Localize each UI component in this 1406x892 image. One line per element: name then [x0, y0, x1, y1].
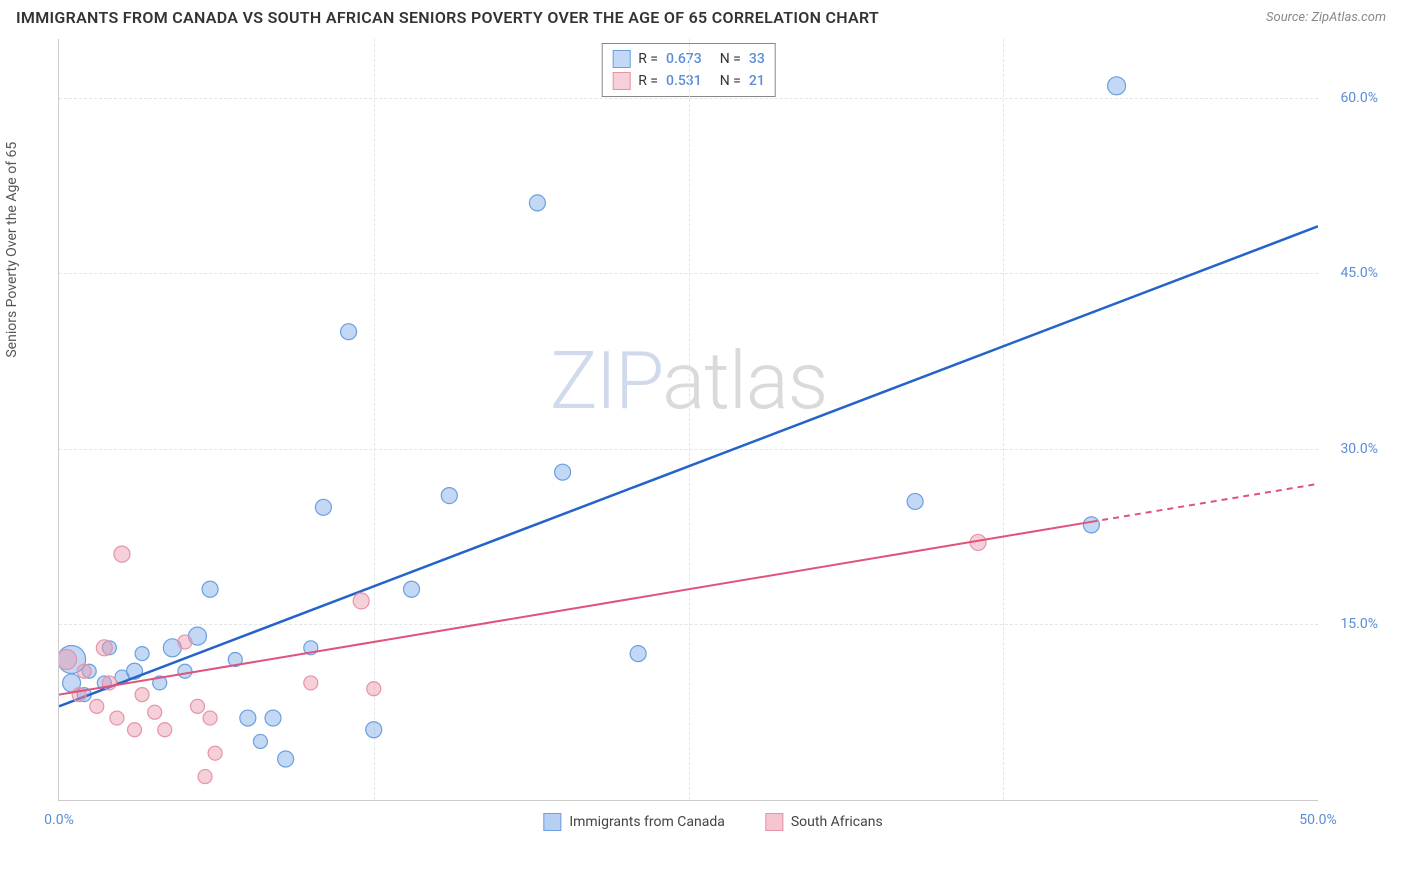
r-value-1: 0.673 — [666, 51, 702, 67]
data-point — [72, 688, 86, 702]
data-point — [115, 670, 129, 684]
data-point — [907, 493, 923, 509]
chart-header: IMMIGRANTS FROM CANADA VS SOUTH AFRICAN … — [0, 0, 1406, 31]
data-point — [77, 664, 91, 678]
data-point — [114, 546, 130, 562]
gridline-v — [689, 39, 690, 800]
data-point — [188, 627, 206, 645]
source-prefix: Source: — [1266, 10, 1311, 25]
data-point — [148, 705, 162, 719]
data-point — [82, 664, 96, 678]
gridline-v — [1003, 39, 1004, 800]
legend-swatch-1 — [543, 813, 561, 831]
watermark-atlas: atlas — [662, 334, 827, 428]
data-point — [190, 699, 204, 713]
data-point — [304, 641, 318, 655]
data-point — [128, 723, 142, 737]
data-point — [59, 650, 77, 670]
data-point — [341, 324, 357, 340]
data-point — [278, 751, 294, 767]
data-point — [265, 710, 281, 726]
data-point — [304, 676, 318, 690]
data-point — [228, 653, 242, 667]
n-label: N = — [720, 73, 741, 89]
data-point — [555, 464, 571, 480]
y-tick-label: 30.0% — [1340, 441, 1378, 457]
source-attribution: Source: ZipAtlas.com — [1266, 10, 1386, 25]
y-axis-label: Seniors Poverty Over the Age of 65 — [4, 142, 20, 358]
chart-title: IMMIGRANTS FROM CANADA VS SOUTH AFRICAN … — [16, 8, 879, 27]
gridline-v — [374, 39, 375, 800]
data-point — [97, 676, 111, 690]
data-point — [970, 534, 986, 550]
r-label: R = — [638, 51, 658, 67]
data-point — [630, 646, 646, 662]
data-point — [77, 688, 91, 702]
series-swatch-1 — [612, 50, 630, 68]
data-point — [353, 593, 369, 609]
source-link[interactable]: ZipAtlas.com — [1311, 10, 1386, 25]
y-tick-label: 45.0% — [1340, 265, 1378, 281]
data-point — [198, 770, 212, 784]
data-point — [96, 640, 112, 656]
data-point — [102, 676, 116, 690]
chart-container: Seniors Poverty Over the Age of 65 ZIPat… — [40, 31, 1386, 841]
data-point — [153, 676, 167, 690]
data-point — [158, 723, 172, 737]
r-value-2: 0.531 — [666, 73, 702, 89]
x-tick-label: 0.0% — [44, 812, 74, 828]
data-point — [441, 488, 457, 504]
data-point — [110, 711, 124, 725]
data-point — [1083, 517, 1099, 533]
data-point — [1108, 77, 1126, 95]
r-label: R = — [638, 73, 658, 89]
data-point — [90, 699, 104, 713]
y-tick-label: 60.0% — [1340, 90, 1378, 106]
data-point — [203, 711, 217, 725]
series-swatch-2 — [612, 72, 630, 90]
legend-swatch-2 — [765, 813, 783, 831]
plot-area: ZIPatlas R = 0.673 N = 33 R = 0.531 N = … — [58, 39, 1318, 801]
legend-label-1: Immigrants from Canada — [569, 814, 725, 830]
data-point — [178, 664, 192, 678]
data-point — [404, 581, 420, 597]
x-tick-label: 50.0% — [1299, 812, 1337, 828]
data-point — [163, 639, 181, 657]
data-point — [253, 734, 267, 748]
series-legend: Immigrants from Canada South Africans — [543, 813, 882, 831]
data-point — [315, 499, 331, 515]
data-point — [59, 646, 86, 674]
y-tick-label: 15.0% — [1340, 616, 1378, 632]
data-point — [127, 663, 143, 679]
data-point — [63, 674, 81, 692]
data-point — [135, 688, 149, 702]
legend-item-1: Immigrants from Canada — [543, 813, 725, 831]
legend-label-2: South Africans — [791, 814, 883, 830]
legend-item-2: South Africans — [765, 813, 883, 831]
watermark-zip: ZIP — [550, 334, 662, 428]
data-point — [102, 641, 116, 655]
data-point — [208, 746, 222, 760]
data-point — [202, 581, 218, 597]
trend-line — [59, 522, 1091, 695]
data-point — [135, 647, 149, 661]
n-value-1: 33 — [749, 51, 765, 67]
data-point — [529, 195, 545, 211]
n-label: N = — [720, 51, 741, 67]
data-point — [178, 635, 192, 649]
trend-line-extrapolated — [1091, 484, 1318, 522]
n-value-2: 21 — [749, 73, 765, 89]
data-point — [240, 710, 256, 726]
